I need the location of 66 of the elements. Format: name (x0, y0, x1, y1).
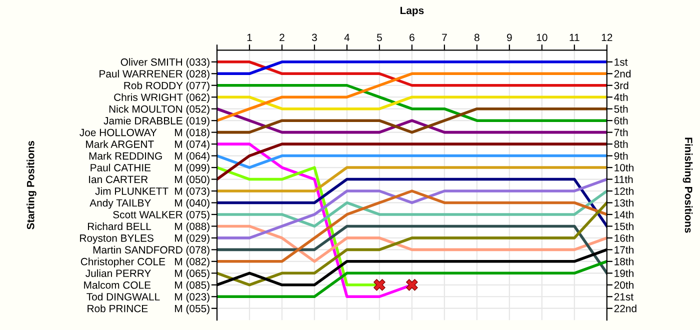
category-label: Paul CATHIE M (099) (90, 164, 210, 174)
category-label: Rob RODDY (077) (124, 82, 210, 92)
y-tick-label: 2nd (614, 70, 631, 78)
x-tick-label: 11 (570, 34, 580, 42)
line-series (217, 178, 607, 240)
x-tick-label: 1 (247, 34, 252, 42)
category-label: Paul WARRENER (028) (100, 70, 210, 80)
line-series (217, 190, 607, 263)
y-tick-label: 15th (614, 222, 634, 230)
category-label: Richard BELL M (088) (88, 222, 210, 232)
y-tick-label: 11th (614, 175, 633, 184)
y-tick-label: 13th (614, 198, 634, 207)
y-tick-label: 9th (614, 152, 628, 160)
category-label: Jamie DRABBLE (019) (104, 116, 210, 127)
category-label: Tod DINGWALL M (023) (86, 292, 210, 303)
x-tick-label: 10 (536, 34, 548, 42)
line-series (217, 84, 607, 122)
category-label: Chris WRIGHT (062) (114, 93, 210, 104)
category-label: Royston BYLES M (029) (80, 234, 210, 244)
category-label: Christopher COLE M (082) (80, 258, 210, 268)
y-tick-label: 10th (614, 164, 634, 172)
x-axis-title: Laps (400, 6, 424, 16)
y-tick-label: 18th (614, 258, 634, 266)
line-series (217, 72, 607, 122)
x-tick-label: 4 (344, 34, 350, 42)
category-label: Joe HOLLOWAY M (018) (80, 128, 210, 138)
y-axis-title: Finishing Positions (682, 138, 693, 233)
x-tick-label: 6 (410, 34, 414, 42)
line-series (217, 224, 607, 263)
x-tick-label: 12 (602, 34, 612, 42)
category-label: Nick MOULTON (052) (109, 105, 210, 115)
text: Starting Positions (26, 140, 36, 230)
category-label: Scott WALKER (075) (113, 210, 210, 220)
y-tick-label: 17th (614, 246, 634, 254)
category-label: Jim PLUNKETT M (073) (95, 187, 210, 197)
category-label: Mark REDDING M (064) (89, 152, 210, 162)
category-label: Mark ARGENT M (074) (86, 140, 210, 150)
y-tick-label: 16th (614, 234, 634, 242)
category-label: Rob PRINCE M (055) (88, 304, 210, 314)
y-tick-label: 20th (614, 281, 634, 289)
y-tick-label: 19th (614, 269, 634, 278)
category-label: Andy TAILBY M (040) (90, 198, 210, 209)
x-tick-label: 7 (442, 34, 447, 42)
y-tick-label: 8th (614, 140, 628, 148)
y-tick-label: 1st (614, 58, 628, 66)
x-tick-label: 8 (474, 34, 480, 42)
category-label: Malcom COLE M (085) (84, 281, 210, 291)
x-tick-label: 5 (376, 34, 382, 42)
y-tick-label: 4th (614, 93, 628, 101)
y-tick-label: 5th (614, 105, 628, 113)
line-series (217, 190, 607, 228)
line-series (217, 201, 607, 286)
x-tick-label: 9 (507, 34, 512, 42)
category-label: Oliver SMITH (033) (120, 58, 210, 68)
y-tick-label: 7th (614, 128, 628, 136)
y-tick-label: 3rd (614, 82, 628, 90)
y-tick-label: 22nd (614, 304, 636, 312)
y-tick-label: 6th (614, 116, 628, 124)
y-tick-label: 12th (614, 187, 634, 195)
y-tick-label: 14th (614, 210, 634, 218)
y-tick-label: 21st (614, 293, 634, 301)
category-label: Ian CARTER M (050) (89, 175, 210, 186)
x-tick-label: 2 (280, 34, 284, 42)
x-tick-label: 3 (312, 34, 317, 42)
category-label: Martin SANDFORD (078) (93, 246, 210, 256)
category-label: Julian PERRY M (065) (86, 269, 210, 280)
